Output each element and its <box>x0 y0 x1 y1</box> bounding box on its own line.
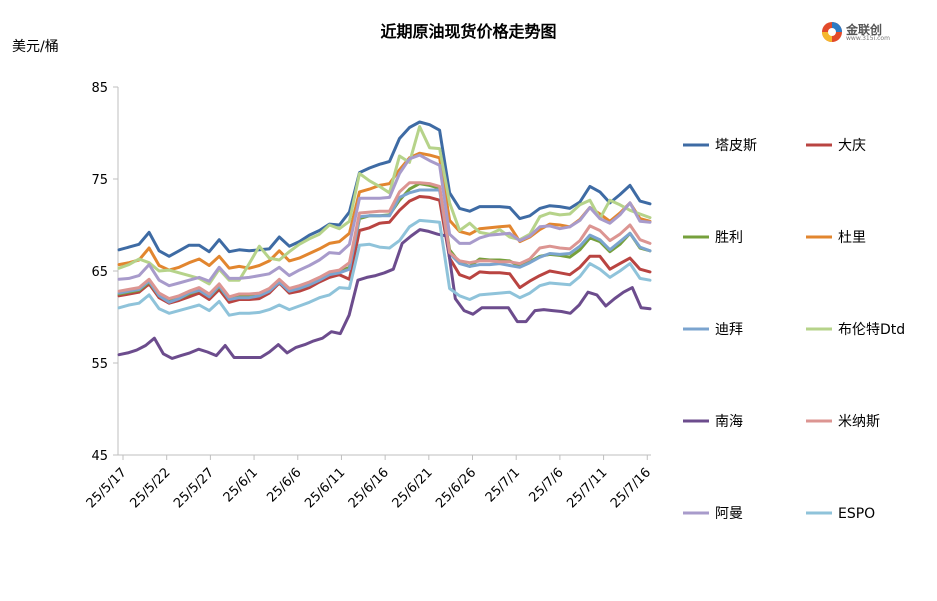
logo-sub: www.315i.com <box>846 35 890 42</box>
x-tick-label: 25/6/6 <box>264 465 304 505</box>
x-tick-label: 25/7/1 <box>483 465 523 505</box>
chart-title: 近期原油现货价格走势图 <box>380 22 557 41</box>
series-line <box>117 153 652 288</box>
y-tick-label: 65 <box>91 265 108 280</box>
legend-label: 杜里 <box>838 230 866 246</box>
series-line <box>117 195 652 305</box>
series-line <box>117 151 652 272</box>
legend-label: 布伦特Dtd <box>838 322 905 338</box>
series-line <box>117 188 652 304</box>
x-tick-label: 25/5/22 <box>127 465 173 511</box>
x-tick-label: 25/7/16 <box>608 465 654 511</box>
y-tick-label: 45 <box>91 449 108 464</box>
legend-label: ESPO <box>838 506 875 522</box>
legend-label: 南海 <box>715 414 743 430</box>
y-tick-label: 55 <box>91 357 108 372</box>
unit-label: 美元/桶 <box>12 39 59 55</box>
series-line <box>117 125 652 286</box>
x-tick-label: 25/5/27 <box>171 465 217 511</box>
legend-label: 胜利 <box>715 230 743 246</box>
legend-label: 阿曼 <box>715 506 743 522</box>
x-tick-label: 25/6/11 <box>302 465 348 511</box>
x-tick-label: 25/5/17 <box>84 465 130 511</box>
x-tick-label: 25/7/11 <box>564 465 610 511</box>
y-tick-label: 75 <box>91 173 108 188</box>
series-line <box>117 120 652 258</box>
legend-label: 大庆 <box>838 138 866 154</box>
logo-text: 金联创 <box>846 23 883 37</box>
x-tick-label: 25/6/16 <box>346 465 392 511</box>
series-line <box>117 181 652 301</box>
legend-label: 塔皮斯 <box>715 138 757 154</box>
series-line <box>117 228 652 360</box>
x-tick-label: 25/6/26 <box>433 465 479 511</box>
legend-label: 迪拜 <box>715 322 743 338</box>
logo-icon <box>822 22 842 42</box>
x-tick-label: 25/6/21 <box>390 465 436 511</box>
x-tick-label: 25/6/1 <box>221 465 261 505</box>
legend-label: 米纳斯 <box>838 414 880 430</box>
brand-logo: 金联创 www.315i.com <box>820 20 900 46</box>
y-tick-label: 85 <box>91 81 108 96</box>
series-line <box>117 218 652 317</box>
x-tick-label: 25/7/6 <box>527 465 567 505</box>
